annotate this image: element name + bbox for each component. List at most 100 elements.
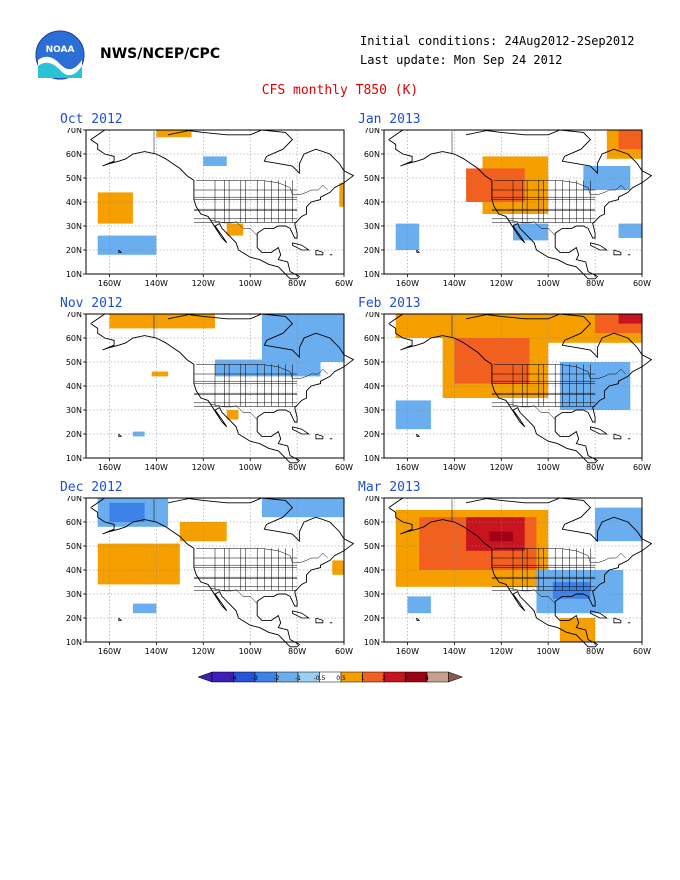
map-panel-jan2013: Jan 2013 70N 60N 50N 40N 30N 20N 10N 160W 140W 12… (358, 112, 658, 308)
anomaly-patch (132, 603, 157, 614)
lat-tick-label: 20N (364, 614, 380, 623)
lat-tick-label: 50N (66, 542, 82, 551)
anomaly-patch (618, 130, 642, 150)
lon-tick-label: 140W (443, 647, 466, 656)
anomaly-patch (489, 531, 513, 542)
anomaly-patch (513, 223, 549, 241)
coastline (90, 313, 355, 464)
lon-tick-label: 100W (537, 279, 560, 288)
lat-tick-label: 70N (364, 128, 380, 135)
lat-tick-label: 60N (364, 334, 380, 343)
logo-text: NOAA (46, 45, 75, 55)
lon-tick-label: 60W (633, 647, 651, 656)
lon-tick-label: 140W (145, 279, 168, 288)
colorbar-tick-label: 1 (361, 675, 365, 682)
lat-tick-label: 70N (66, 496, 82, 503)
lat-tick-label: 20N (364, 430, 380, 439)
figure-title: CFS monthly T850 (K) (261, 83, 419, 98)
map-panel-dec2012: Dec 2012 70N 60N 50N 40N 30N 20N 10N 160W 140W 12… (60, 480, 360, 676)
lon-tick-label: 120W (192, 647, 215, 656)
lat-tick-label: 40N (364, 566, 380, 575)
lon-tick-label: 60W (633, 463, 651, 472)
lon-tick-label: 160W (98, 463, 121, 472)
colorbar-arrow-low (197, 671, 213, 683)
lon-tick-label: 140W (145, 463, 168, 472)
agency-label: NWS/NCEP/CPC (100, 46, 221, 62)
lat-tick-label: 20N (66, 246, 82, 255)
map-panel-oct2012: Oct 2012 70N 60N 50N 40N 30N 20N 10N 160W 140W 12… (60, 112, 360, 308)
anomaly-patch (559, 618, 596, 642)
colorbar-segment (362, 671, 385, 683)
colorbar-tick-label: 2 (382, 675, 386, 682)
anomaly-patch (97, 235, 157, 255)
colorbar-tick-label: -2 (274, 675, 280, 682)
anomaly-patch (595, 507, 642, 542)
map-panel-feb2013: Feb 2013 70N 60N 50N 40N 30N 20N 10N 160W 140W 12… (358, 296, 658, 492)
colorbar-tick-label: 3 (404, 675, 408, 682)
lon-tick-label: 120W (490, 279, 513, 288)
lat-tick-label: 70N (364, 496, 380, 503)
lat-tick-label: 30N (364, 406, 380, 415)
map-svg: 70N 60N 50N 40N 30N 20N 10N 160W 140W 120W 100W 80W… (66, 128, 355, 288)
map-panel-mar2013: Mar 2013 70N 60N 50N 40N 30N 20N 10N 160W 140W 12… (358, 480, 658, 676)
coastline (388, 497, 653, 648)
lat-tick-label: 70N (66, 128, 82, 135)
lon-tick-label: 120W (490, 647, 513, 656)
anomaly-patch (395, 223, 420, 250)
coastline (388, 129, 653, 280)
lat-tick-label: 60N (66, 150, 82, 159)
panel-title: Jan 2013 (358, 112, 421, 127)
map-svg: 70N 60N 50N 40N 30N 20N 10N 160W 140W 120W 100W 80W… (364, 496, 653, 656)
anomaly-patch (151, 371, 169, 377)
lon-tick-label: 80W (586, 463, 604, 472)
lon-tick-label: 100W (239, 279, 262, 288)
lat-tick-label: 40N (66, 382, 82, 391)
anomaly-patch (395, 314, 560, 338)
anomaly-patch (203, 156, 227, 166)
lat-tick-label: 30N (364, 222, 380, 231)
lat-tick-label: 60N (364, 518, 380, 527)
lon-tick-label: 160W (98, 279, 121, 288)
colorbar-tick-label: 4 (425, 675, 429, 682)
lat-tick-label: 10N (364, 454, 380, 463)
map-panel-nov2012: Nov 2012 70N 60N 50N 40N 30N 20N 10N 160W 140W 12… (60, 296, 360, 492)
lat-tick-label: 10N (66, 270, 82, 279)
colorbar-tick-label: -1 (295, 675, 301, 682)
lat-tick-label: 20N (364, 246, 380, 255)
map-svg: 70N 60N 50N 40N 30N 20N 10N 160W 140W 120W 100W 80W… (364, 312, 653, 472)
lat-tick-label: 40N (66, 198, 82, 207)
noaa-logo: NOAA (35, 30, 85, 80)
anomaly-patch (179, 522, 227, 542)
lon-tick-label: 160W (98, 647, 121, 656)
lon-tick-label: 60W (335, 463, 353, 472)
colorbar-segment (426, 671, 449, 683)
lat-tick-label: 20N (66, 614, 82, 623)
lon-tick-label: 80W (288, 463, 306, 472)
coastline (90, 497, 355, 648)
anomaly-patch (97, 192, 133, 224)
panel-title: Dec 2012 (60, 480, 123, 495)
panel-title: Oct 2012 (60, 112, 123, 127)
anomaly-patch (618, 223, 642, 238)
anomaly-patch (395, 400, 431, 430)
lon-tick-label: 140W (443, 279, 466, 288)
lat-tick-label: 70N (364, 312, 380, 319)
coastline (388, 313, 653, 464)
initial-conditions: Initial conditions: 24Aug2012-2Sep2012 (360, 34, 635, 48)
lat-tick-label: 30N (66, 222, 82, 231)
lat-tick-label: 10N (66, 638, 82, 647)
anomaly-patch (261, 498, 344, 518)
lon-tick-label: 120W (192, 463, 215, 472)
anomaly-patch (339, 182, 344, 207)
anomaly-patch (97, 543, 180, 585)
anomaly-patch (109, 502, 145, 522)
lat-tick-label: 70N (66, 312, 82, 319)
lon-tick-label: 60W (335, 279, 353, 288)
lon-tick-label: 160W (396, 279, 419, 288)
lat-tick-label: 40N (364, 382, 380, 391)
anomaly-patch (466, 168, 525, 202)
lon-tick-label: 60W (633, 279, 651, 288)
anomaly-patch (332, 560, 344, 575)
lon-tick-label: 140W (443, 463, 466, 472)
lat-tick-label: 60N (66, 334, 82, 343)
